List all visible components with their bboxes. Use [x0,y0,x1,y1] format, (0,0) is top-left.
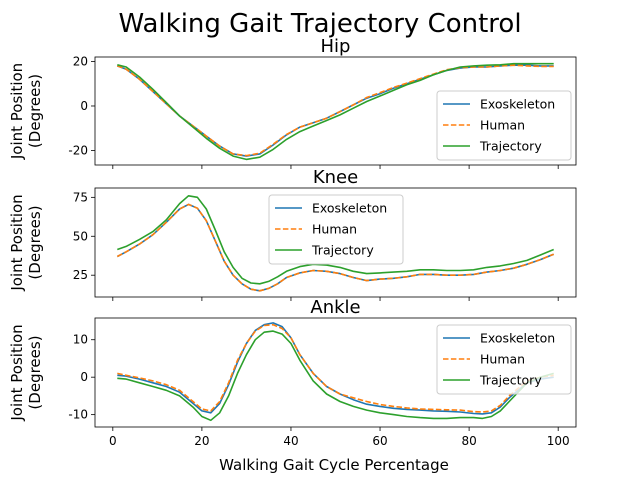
legend-label-trajectory: Trajectory [479,139,542,154]
y-tick-label: 0 [80,99,88,113]
y-tick-label: 10 [73,333,88,347]
x-tick-label: 80 [461,434,476,448]
panel-hip-y-axis-label: (Degrees) [26,74,44,148]
panel-ankle-legend: Exoskeleton Human Trajectory [436,324,572,395]
panel-hip-title: Hip [321,36,351,57]
x-tick-label: 100 [547,434,570,448]
panel-knee-y-axis-label: (Degrees) [26,205,44,279]
legend-label-human: Human [480,118,525,133]
legend-label-human: Human [312,222,357,237]
legend-label-trajectory: Trajectory [311,243,374,258]
panel-ankle-frame [94,317,577,428]
panel-ankle-title: Ankle [310,297,360,318]
panel-hip-y-axis-label: Joint Position [8,63,26,160]
legend-label-exoskeleton: Exoskeleton [312,201,387,216]
panel-ankle-y-axis-label: (Degrees) [26,335,44,409]
y-tick-label: -10 [68,408,88,422]
panel-hip: Hip Joint Position (Degrees) -20 0 20 Exoskele… [8,36,577,169]
series-trajectory-line [117,195,555,285]
panel-knee: Knee Joint Position (Degrees) 25 50 75 Exoskel… [8,167,577,301]
series-human-line [117,323,554,413]
legend-label-human: Human [480,352,525,367]
legend-box [436,90,572,161]
panel-knee-title: Knee [313,167,358,188]
x-tick-label: 0 [109,434,117,448]
panel-ankle-y-axis-label: Joint Position [8,324,26,421]
legend-box [436,324,572,395]
x-tick-label: 60 [372,434,387,448]
y-tick-label: 25 [73,268,88,282]
legend-label-trajectory: Trajectory [479,373,542,388]
figure-title: Walking Gait Trajectory Control [118,9,521,39]
panel-hip-legend: Exoskeleton Human Trajectory [436,90,572,161]
legend-label-exoskeleton: Exoskeleton [480,97,555,112]
legend-label-exoskeleton: Exoskeleton [480,331,555,346]
y-tick-label: 0 [80,370,88,384]
y-tick-label: -20 [68,144,88,158]
panel-knee-legend: Exoskeleton Human Trajectory [268,194,404,265]
panel-hip-frame [94,56,577,166]
panel-knee-y-axis-label: Joint Position [8,194,26,291]
legend-box [268,194,404,265]
x-tick-label: 20 [194,434,209,448]
series-human-line [116,203,555,292]
y-tick-label: 50 [73,229,88,243]
series-trajectory-line [117,62,554,161]
y-tick-label: 75 [73,190,88,204]
panel-knee-frame [94,187,577,298]
y-tick-label: 20 [73,54,88,68]
x-axis-label: Walking Gait Cycle Percentage [219,456,449,474]
x-tick-label: 40 [283,434,298,448]
series-trajectory-line [117,330,554,422]
